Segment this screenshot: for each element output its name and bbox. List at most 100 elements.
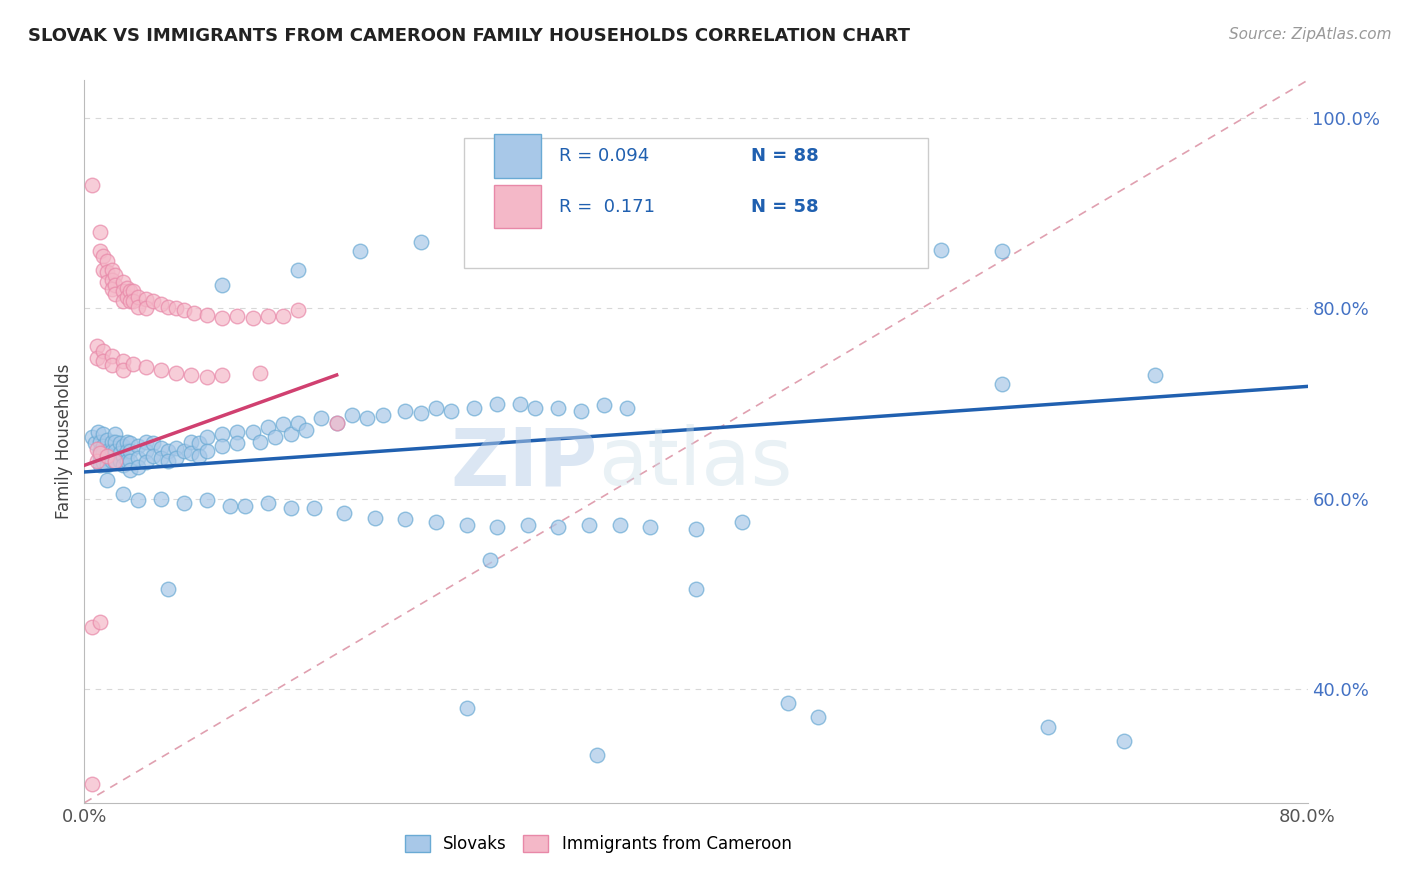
Point	[104, 455, 127, 469]
Point	[195, 430, 218, 444]
Point	[195, 493, 218, 508]
Point	[91, 353, 114, 368]
Point	[226, 436, 249, 450]
Point	[142, 449, 165, 463]
Point	[149, 441, 172, 455]
Point	[425, 516, 447, 530]
Point	[101, 349, 124, 363]
Point	[135, 444, 157, 458]
Point	[142, 293, 165, 308]
Point	[89, 449, 111, 463]
Point	[91, 439, 114, 453]
Point	[115, 453, 138, 467]
Point	[104, 277, 127, 292]
Point	[478, 230, 501, 244]
Point	[101, 444, 124, 458]
Point	[249, 366, 271, 380]
Point	[325, 416, 347, 430]
Text: N = 88: N = 88	[751, 147, 818, 165]
Point	[578, 518, 600, 533]
Point	[96, 275, 118, 289]
Point	[80, 430, 103, 444]
Point	[120, 463, 142, 477]
Point	[89, 615, 111, 630]
Text: R =  0.171: R = 0.171	[560, 198, 655, 216]
Point	[638, 235, 661, 249]
Point	[226, 425, 249, 439]
Point	[108, 453, 131, 467]
Point	[122, 293, 145, 308]
Point	[173, 496, 195, 510]
Point	[731, 516, 754, 530]
Point	[257, 420, 280, 434]
Point	[135, 455, 157, 469]
Point	[149, 491, 172, 506]
Point	[165, 441, 187, 455]
Point	[111, 363, 134, 377]
Point	[91, 249, 114, 263]
Point	[456, 518, 478, 533]
Point	[135, 292, 157, 306]
Point	[547, 401, 569, 416]
Point	[425, 401, 447, 416]
Point	[86, 351, 108, 365]
Point	[149, 450, 172, 465]
Point	[333, 506, 356, 520]
Point	[104, 453, 127, 467]
Point	[264, 430, 287, 444]
Point	[509, 396, 531, 410]
Point	[149, 296, 172, 310]
Point	[364, 510, 387, 524]
Point	[86, 442, 108, 457]
Point	[226, 309, 249, 323]
Point	[80, 777, 103, 791]
Point	[101, 273, 124, 287]
Point	[478, 553, 501, 567]
Point	[87, 425, 110, 439]
Point	[287, 263, 309, 277]
Point	[195, 444, 218, 458]
Point	[96, 458, 118, 473]
Point	[302, 501, 325, 516]
Point	[111, 285, 134, 299]
Point	[89, 244, 111, 259]
Point	[111, 353, 134, 368]
Point	[1036, 720, 1059, 734]
Point	[287, 416, 309, 430]
Point	[91, 446, 114, 460]
Point	[101, 282, 124, 296]
Point	[96, 473, 118, 487]
Point	[127, 493, 149, 508]
Point	[585, 748, 607, 763]
Point	[108, 446, 131, 460]
Point	[218, 499, 240, 513]
Point	[242, 310, 264, 325]
Point	[776, 696, 799, 710]
Point	[101, 453, 124, 467]
Point	[127, 460, 149, 475]
Point	[115, 434, 138, 449]
Point	[524, 401, 547, 416]
Point	[89, 453, 111, 467]
Point	[991, 244, 1014, 259]
Point	[115, 444, 138, 458]
Point	[356, 410, 378, 425]
Point	[101, 263, 124, 277]
Point	[96, 444, 118, 458]
Point	[440, 404, 463, 418]
Point	[463, 401, 485, 416]
Text: R = 0.094: R = 0.094	[560, 147, 650, 165]
Point	[188, 436, 211, 450]
Point	[111, 458, 134, 473]
Point	[1143, 368, 1166, 382]
Point	[127, 439, 149, 453]
Point	[249, 434, 271, 449]
Point	[311, 410, 333, 425]
Point	[135, 301, 157, 316]
Point	[180, 446, 202, 460]
Point	[86, 453, 108, 467]
Point	[108, 436, 131, 450]
Point	[180, 434, 202, 449]
Point	[86, 339, 108, 353]
Point	[486, 396, 509, 410]
